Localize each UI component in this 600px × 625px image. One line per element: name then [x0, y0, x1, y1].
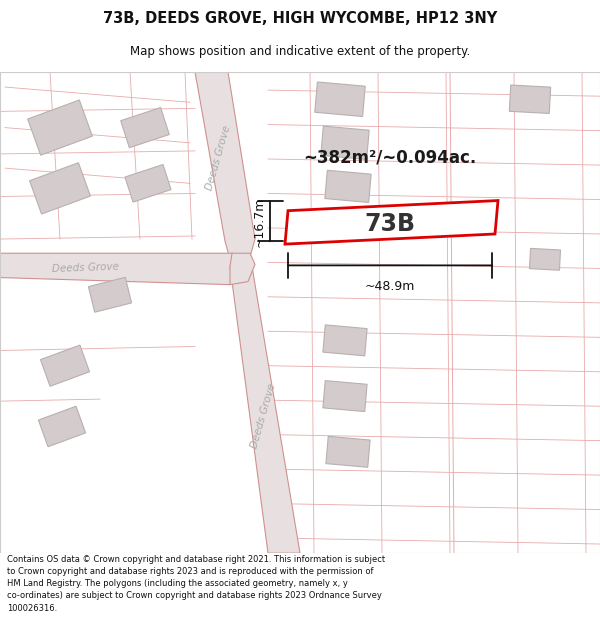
- Polygon shape: [88, 278, 131, 312]
- Polygon shape: [0, 253, 250, 284]
- Polygon shape: [28, 100, 92, 155]
- Text: Deeds Grove: Deeds Grove: [51, 261, 119, 274]
- Polygon shape: [326, 436, 370, 468]
- Text: ~48.9m: ~48.9m: [365, 279, 415, 292]
- Polygon shape: [323, 381, 367, 412]
- Polygon shape: [195, 72, 255, 266]
- Text: Deeds Grove: Deeds Grove: [249, 382, 277, 450]
- Polygon shape: [315, 82, 365, 116]
- Polygon shape: [29, 162, 91, 214]
- Polygon shape: [230, 253, 255, 284]
- Polygon shape: [121, 107, 169, 148]
- Polygon shape: [285, 201, 498, 244]
- Polygon shape: [125, 164, 171, 202]
- Polygon shape: [509, 85, 551, 114]
- Polygon shape: [323, 325, 367, 356]
- Text: 73B, DEEDS GROVE, HIGH WYCOMBE, HP12 3NY: 73B, DEEDS GROVE, HIGH WYCOMBE, HP12 3NY: [103, 11, 497, 26]
- Polygon shape: [321, 126, 369, 159]
- Text: Contains OS data © Crown copyright and database right 2021. This information is : Contains OS data © Crown copyright and d…: [7, 555, 385, 612]
- Polygon shape: [40, 345, 89, 386]
- Text: ~16.7m: ~16.7m: [253, 196, 266, 246]
- Polygon shape: [529, 248, 560, 270]
- Polygon shape: [325, 170, 371, 202]
- Text: Deeds Grove: Deeds Grove: [204, 124, 232, 192]
- Text: ~382m²/~0.094ac.: ~382m²/~0.094ac.: [304, 149, 476, 167]
- Text: Map shows position and indicative extent of the property.: Map shows position and indicative extent…: [130, 45, 470, 58]
- Polygon shape: [230, 266, 300, 553]
- Polygon shape: [38, 406, 86, 447]
- Text: 73B: 73B: [365, 212, 415, 236]
